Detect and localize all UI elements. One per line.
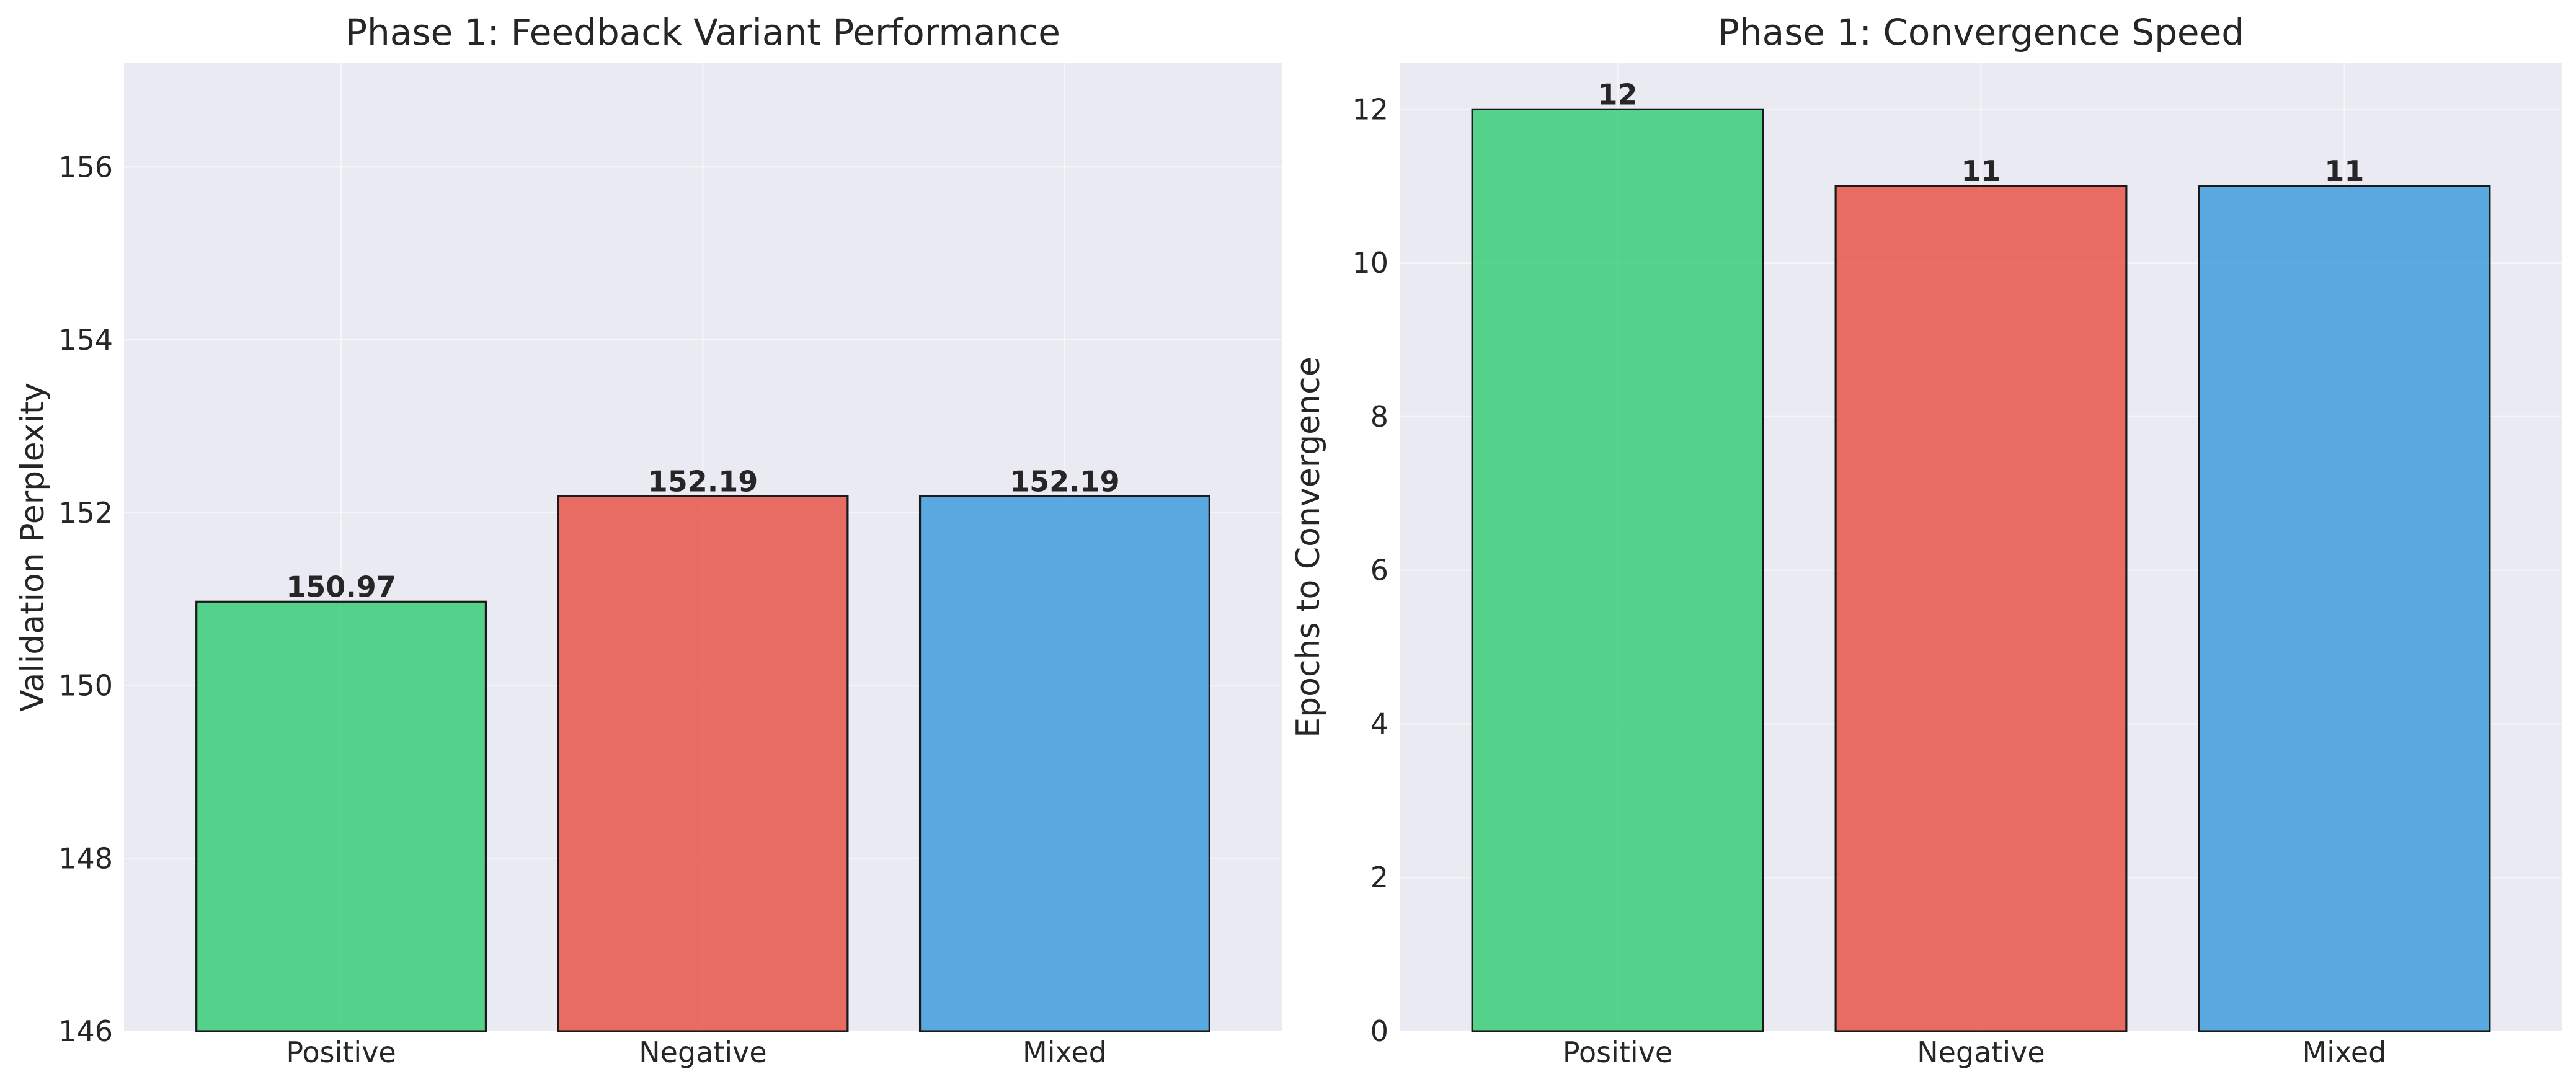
y-axis-label: Epochs to Convergence	[1290, 357, 1327, 737]
bar-mixed	[918, 495, 1210, 1032]
bar-negative	[557, 495, 849, 1032]
chart-title: Phase 1: Convergence Speed	[1718, 11, 2244, 53]
x-tick-label: Mixed	[2303, 1036, 2387, 1069]
chart-title: Phase 1: Feedback Variant Performance	[345, 11, 1060, 53]
bar-positive	[195, 600, 487, 1032]
bar-negative	[1834, 185, 2128, 1032]
bar-mixed	[2198, 185, 2491, 1032]
y-tick-label: 150	[58, 669, 113, 703]
y-tick-label: 4	[1370, 707, 1388, 740]
chart-panel-right: 0 2 4 6 8 10 12 12 Positive 11 Negative 11 Mixed Phas…	[1290, 11, 2562, 1069]
y-tick-label: 0	[1370, 1014, 1388, 1048]
y-tick-label: 8	[1370, 400, 1388, 433]
x-tick-label: Negative	[1917, 1036, 2045, 1069]
y-tick-label: 148	[58, 841, 113, 875]
data-label-positive: 150.97	[286, 570, 396, 603]
data-label-negative: 11	[1961, 154, 2001, 188]
y-tick-label: 12	[1352, 92, 1388, 126]
data-label-positive: 12	[1598, 78, 1638, 111]
data-label-mixed: 152.19	[1010, 464, 1120, 498]
y-tick-label: 10	[1352, 246, 1388, 280]
x-tick-label: Positive	[1563, 1036, 1672, 1069]
x-tick-label: Negative	[639, 1036, 766, 1069]
y-tick-label: 152	[58, 496, 113, 530]
x-tick-label: Mixed	[1023, 1036, 1107, 1069]
y-tick-label: 2	[1370, 861, 1388, 894]
data-label-mixed: 11	[2324, 154, 2364, 188]
y-axis-label: Validation Perplexity	[14, 383, 51, 712]
x-tick-label: Positive	[286, 1036, 396, 1069]
chart-panel-left: 146 148 150 152 154 156 150.97 Positive 152.19 Ne…	[14, 11, 1282, 1069]
y-tick-label: 6	[1370, 554, 1388, 587]
bar-positive	[1471, 108, 1764, 1032]
y-tick-label: 146	[58, 1014, 113, 1048]
y-tick-label: 154	[58, 323, 113, 357]
data-label-negative: 152.19	[648, 464, 758, 498]
y-tick-label: 156	[58, 150, 113, 184]
